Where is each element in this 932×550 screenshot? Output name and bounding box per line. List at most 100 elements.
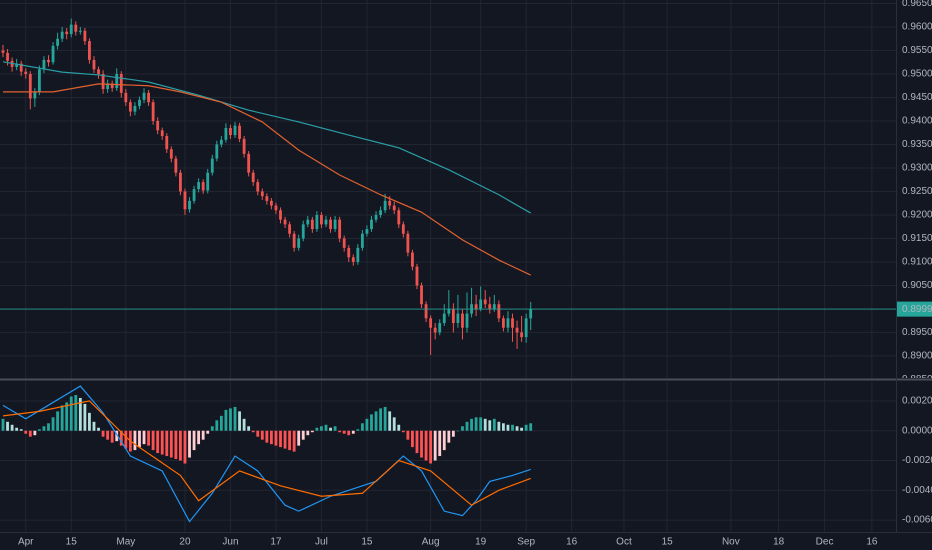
candle-body: [265, 196, 269, 201]
x-tick-label: Jul: [315, 537, 328, 548]
histogram-bar: [133, 430, 137, 451]
line-series: [2, 385, 531, 523]
histogram-bar: [192, 430, 196, 451]
histogram-bar: [269, 430, 273, 445]
histogram-bar: [206, 430, 210, 434]
histogram-bar: [347, 430, 351, 436]
x-tick-label: 15: [66, 537, 78, 548]
histogram-bar: [406, 430, 410, 440]
candle-body: [442, 313, 446, 324]
histogram-bar: [265, 430, 269, 443]
candle-body: [429, 318, 433, 328]
candle-body: [256, 182, 260, 192]
histogram-bar: [242, 418, 246, 431]
candle-body: [65, 31, 69, 35]
candle-body: [479, 299, 483, 309]
candle-body: [183, 191, 187, 210]
candle-body: [447, 308, 451, 314]
histogram-bar: [433, 430, 437, 461]
candle-body: [6, 52, 9, 61]
candle-body: [210, 158, 214, 173]
candle-body: [383, 200, 387, 211]
y-tick-label: 0.88500: [902, 374, 932, 385]
candle-body: [283, 219, 287, 225]
histogram-bar: [320, 426, 323, 431]
histogram-bar: [511, 424, 514, 431]
candle-body: [370, 219, 373, 230]
candle-body: [88, 41, 91, 60]
histogram-bar: [415, 430, 419, 454]
x-tick-label: Nov: [722, 537, 740, 548]
histogram-bar: [324, 424, 328, 431]
candle-body: [329, 219, 332, 230]
histogram-bar: [470, 418, 473, 431]
histogram-bar: [42, 426, 46, 431]
histogram-bar: [411, 430, 414, 448]
histogram-bar: [51, 417, 55, 431]
histogram-bar: [306, 430, 310, 436]
x-tick-label: 16: [866, 537, 878, 548]
histogram-bar: [420, 430, 423, 458]
candle-body: [233, 125, 237, 136]
candle-body: [379, 210, 382, 215]
histogram-bar: [183, 430, 187, 464]
histogram-bar: [333, 426, 337, 431]
candle-body: [492, 304, 496, 309]
histogram-bar: [388, 411, 392, 431]
candle-body: [97, 69, 100, 75]
histogram-bar: [174, 430, 178, 460]
histogram-bar: [165, 430, 169, 457]
candle-body: [392, 205, 396, 211]
candle-body: [179, 172, 182, 192]
histogram-bar: [529, 423, 533, 431]
histogram-bar: [397, 424, 401, 431]
x-tick-label: 17: [270, 537, 282, 548]
histogram-bar: [142, 430, 146, 445]
histogram-bar: [201, 430, 205, 440]
candle-body: [201, 182, 205, 191]
histogram-bar: [520, 427, 524, 431]
histogram-bar: [97, 427, 100, 431]
candle-body: [147, 92, 150, 103]
candle-body: [224, 128, 228, 140]
x-tick-label: Sep: [517, 537, 535, 548]
histogram-bar: [197, 430, 201, 445]
candle-body: [42, 59, 46, 70]
histogram-bar: [515, 426, 519, 431]
histogram-bar: [451, 430, 455, 437]
candle-body: [424, 304, 428, 319]
candle-body: [324, 219, 328, 225]
histogram-bar: [301, 430, 305, 440]
histogram-bar: [74, 394, 78, 431]
histogram-bar: [6, 421, 9, 431]
candle-body: [438, 323, 442, 333]
candle-body: [333, 219, 337, 230]
line-series: [2, 61, 531, 214]
histogram-bar: [233, 406, 237, 431]
histogram-bar: [497, 421, 501, 431]
candle-body: [83, 30, 87, 42]
candle-body: [219, 139, 223, 145]
histogram-bar: [238, 411, 241, 431]
histogram-bar: [106, 430, 110, 440]
candle-body: [456, 313, 460, 324]
histogram-bar: [474, 417, 478, 431]
macd-pane: [1, 385, 533, 523]
candle-body: [347, 247, 351, 258]
histogram-bar: [247, 426, 251, 431]
histogram-bar: [274, 430, 278, 446]
histogram-bar: [160, 430, 164, 455]
histogram-bar: [283, 430, 287, 449]
candle-body: [497, 304, 501, 319]
histogram-bar: [392, 417, 396, 431]
candle-body: [19, 63, 23, 72]
histogram-bar: [60, 405, 64, 431]
candle-body: [524, 318, 528, 338]
